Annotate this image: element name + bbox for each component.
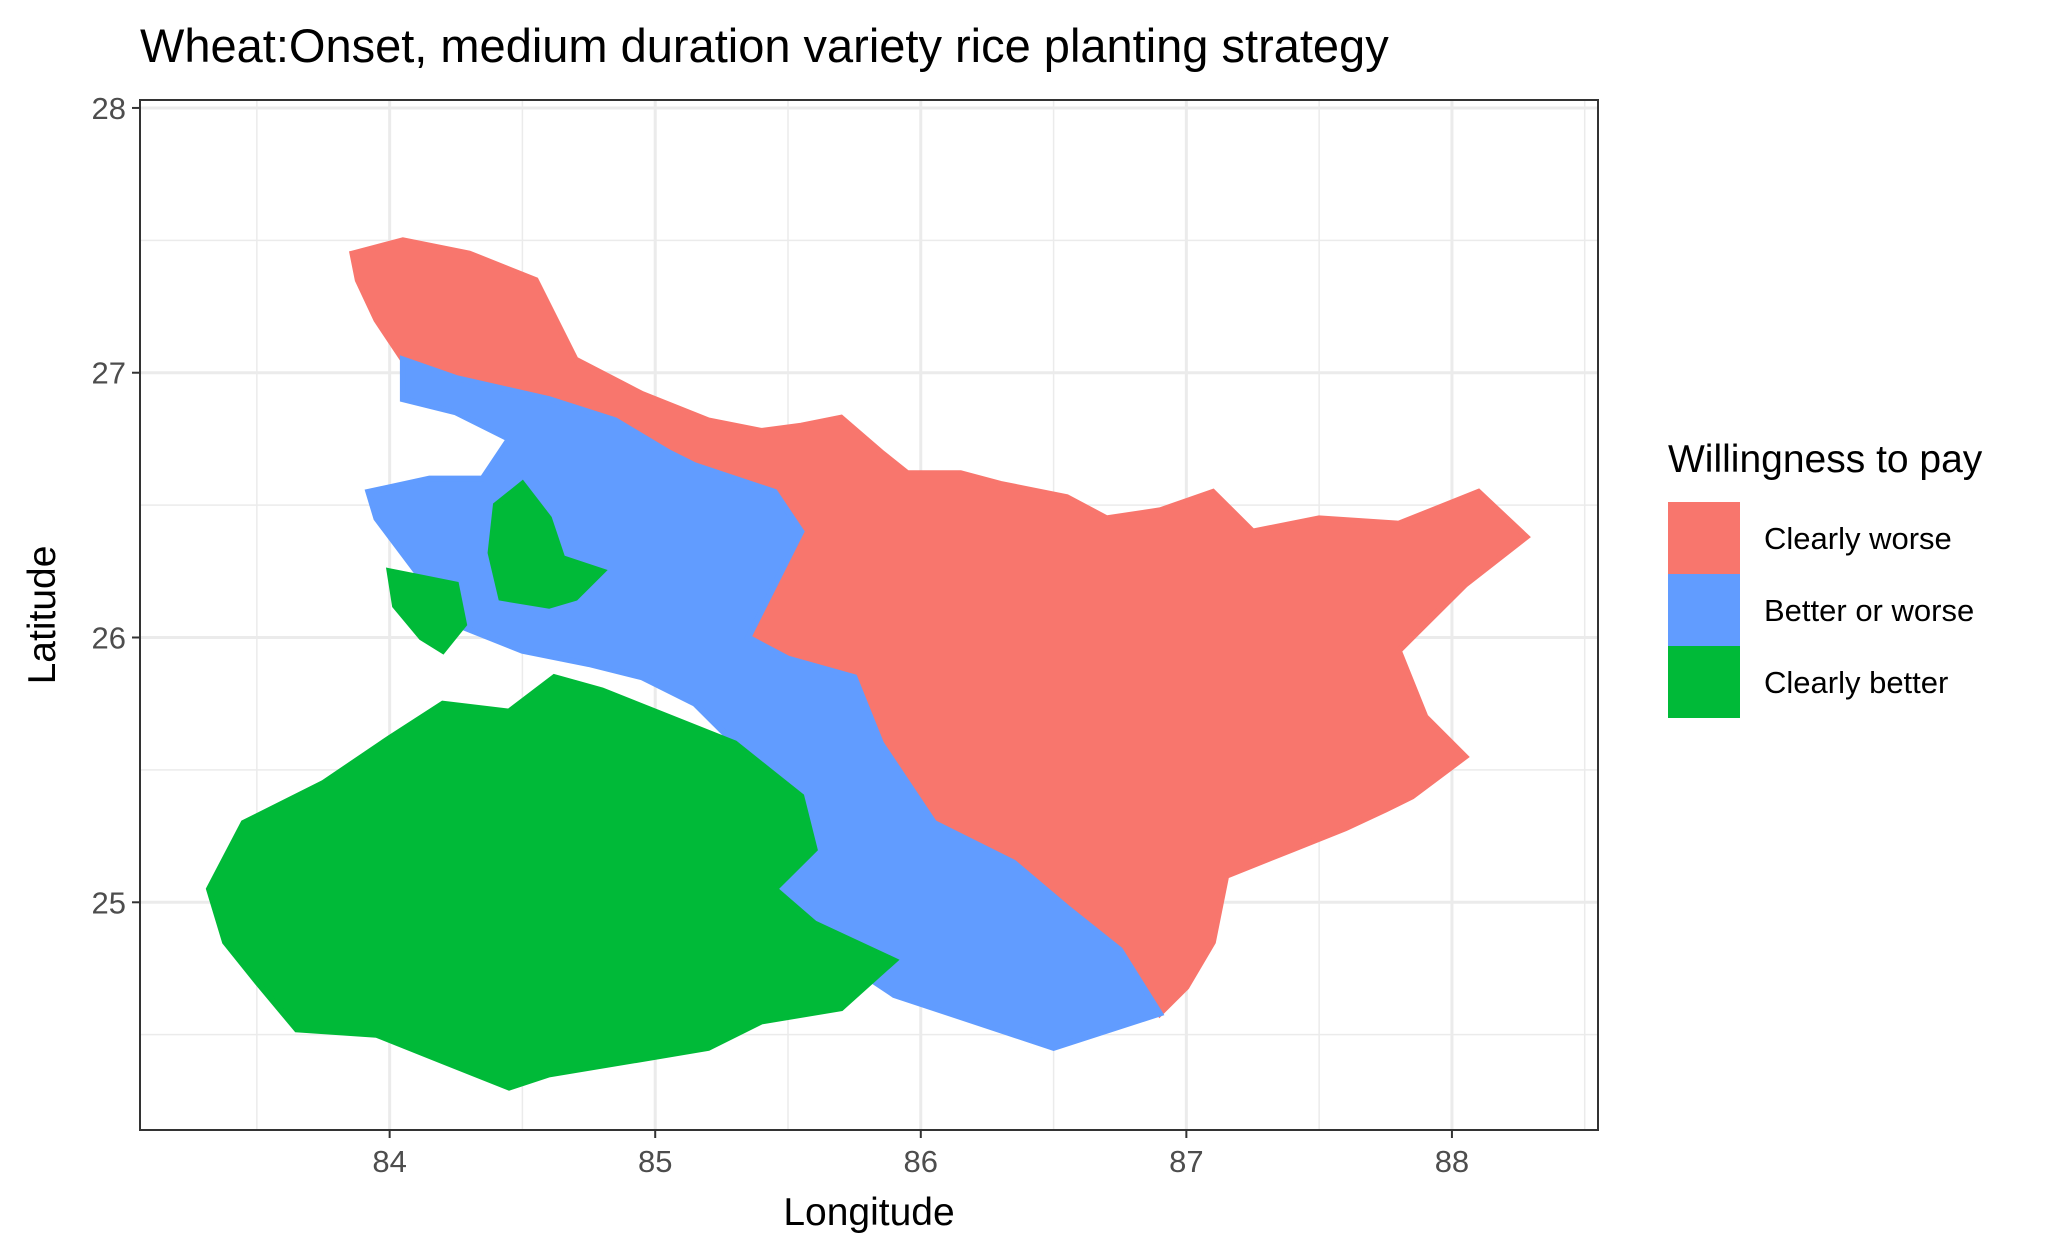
- y-tick-label: 27: [92, 356, 126, 391]
- region-clearly-better: [487, 479, 608, 609]
- y-axis-title: Latitude: [21, 546, 64, 685]
- legend-swatch: [1668, 502, 1740, 574]
- map-regions: [205, 237, 1531, 1091]
- y-tick-label: 26: [92, 621, 126, 656]
- legend-title: Willingness to pay: [1668, 438, 1983, 481]
- legend-entries: Clearly worse Better or worse Clearly bett…: [1668, 502, 1974, 718]
- x-tick-label: 86: [904, 1144, 938, 1179]
- y-tick-label: 25: [92, 885, 126, 920]
- x-tick-label: 88: [1435, 1144, 1469, 1179]
- legend-swatch: [1668, 646, 1740, 718]
- legend-label: Clearly better: [1764, 665, 1948, 700]
- legend-label: Better or worse: [1764, 593, 1974, 628]
- x-tick-label: 84: [372, 1144, 406, 1179]
- region-clearly-better: [385, 567, 468, 655]
- x-tick-label: 85: [638, 1144, 672, 1179]
- legend-label: Clearly worse: [1764, 521, 1952, 556]
- x-axis-title: Longitude: [783, 1191, 954, 1234]
- region-better-or-worse: [364, 355, 1165, 1052]
- axis-ticks: 84 85 86 87 88 25 26 27 28: [92, 91, 1470, 1179]
- plot-border: [139, 99, 1599, 1131]
- legend: Willingness to pay Clearly worse Better o…: [1668, 438, 1983, 718]
- region-clearly-better: [205, 673, 900, 1091]
- y-tick-label: 28: [92, 91, 126, 126]
- legend-swatch: [1668, 574, 1740, 646]
- x-tick-label: 87: [1169, 1144, 1203, 1179]
- chart-title: Wheat:Onset, medium duration variety ric…: [140, 19, 1389, 72]
